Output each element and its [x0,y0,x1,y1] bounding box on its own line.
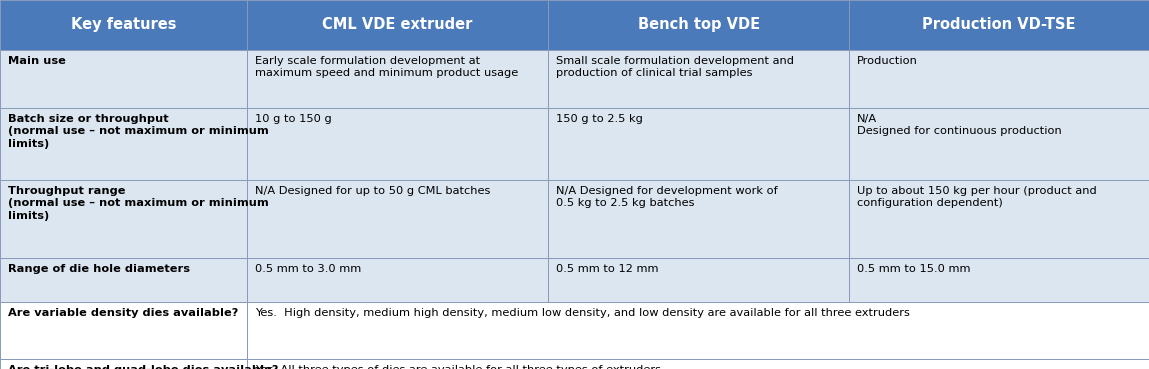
Bar [849,258,1149,302]
Bar [0,108,247,180]
Bar [548,0,849,50]
Text: Main use: Main use [8,56,65,66]
Text: 0.5 mm to 3.0 mm: 0.5 mm to 3.0 mm [255,264,361,274]
Text: Batch size or throughput
(normal use – not maximum or minimum
limits): Batch size or throughput (normal use – n… [8,114,269,149]
Bar [247,359,1149,369]
Bar [0,302,247,359]
Bar [849,180,1149,258]
Text: Small scale formulation development and
production of clinical trial samples: Small scale formulation development and … [556,56,794,78]
Bar [548,258,849,302]
Bar [247,258,548,302]
Bar [0,359,247,369]
Bar [0,0,247,50]
Text: N/A
Designed for continuous production: N/A Designed for continuous production [857,114,1062,137]
Bar [0,180,247,258]
Text: Throughput range
(normal use – not maximum or minimum
limits): Throughput range (normal use – not maxim… [8,186,269,221]
Bar [247,50,548,108]
Bar [0,50,247,108]
Text: Range of die hole diameters: Range of die hole diameters [8,264,190,274]
Text: Are variable density dies available?: Are variable density dies available? [8,308,238,318]
Text: Up to about 150 kg per hour (product and
configuration dependent): Up to about 150 kg per hour (product and… [857,186,1097,208]
Text: CML VDE extruder: CML VDE extruder [323,17,472,32]
Bar [548,50,849,108]
Bar [247,302,1149,359]
Text: Early scale formulation development at
maximum speed and minimum product usage: Early scale formulation development at m… [255,56,518,78]
Bar [0,258,247,302]
Bar [247,0,548,50]
Bar [849,108,1149,180]
Text: Are tri-lobe and quad-lobe dies available?: Are tri-lobe and quad-lobe dies availabl… [8,365,278,369]
Text: Yes. All three types of dies are available for all three types of extruders: Yes. All three types of dies are availab… [255,365,661,369]
Text: 10 g to 150 g: 10 g to 150 g [255,114,332,124]
Text: Production: Production [857,56,918,66]
Bar [849,0,1149,50]
Text: 0.5 mm to 15.0 mm: 0.5 mm to 15.0 mm [857,264,971,274]
Text: Yes.  High density, medium high density, medium low density, and low density are: Yes. High density, medium high density, … [255,308,910,318]
Text: 0.5 mm to 12 mm: 0.5 mm to 12 mm [556,264,658,274]
Bar [849,50,1149,108]
Bar [548,180,849,258]
Text: Production VD-TSE: Production VD-TSE [923,17,1075,32]
Text: N/A Designed for development work of
0.5 kg to 2.5 kg batches: N/A Designed for development work of 0.5… [556,186,778,208]
Bar [548,108,849,180]
Bar [247,180,548,258]
Text: Key features: Key features [71,17,176,32]
Text: Bench top VDE: Bench top VDE [638,17,759,32]
Text: N/A Designed for up to 50 g CML batches: N/A Designed for up to 50 g CML batches [255,186,491,196]
Bar [247,108,548,180]
Text: 150 g to 2.5 kg: 150 g to 2.5 kg [556,114,643,124]
